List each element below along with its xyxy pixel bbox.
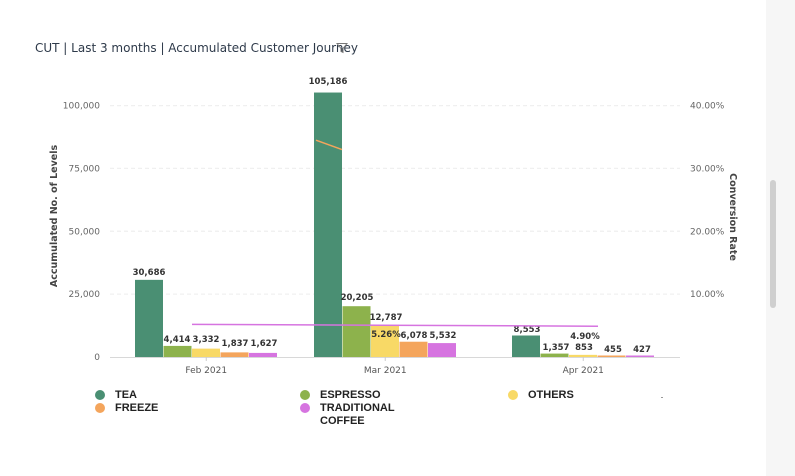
bar-others: [569, 354, 597, 357]
legend-label: FREEZE: [115, 402, 159, 414]
legend-label: TRADITIONAL COFFEE: [320, 402, 395, 427]
y2-tick-label: 40.00%: [690, 102, 725, 112]
bar-freeze: [220, 352, 249, 357]
bar-traditional-coffee: [626, 355, 654, 357]
legend-separator: [661, 397, 663, 398]
bar-tea: [314, 92, 342, 357]
bar-others: [192, 348, 220, 357]
data-label: 30,686: [133, 268, 166, 278]
data-label: 20,205: [341, 293, 374, 303]
data-label: 12,787: [370, 313, 403, 323]
legend-swatch: [300, 403, 310, 413]
scrollbar-thumb[interactable]: [770, 180, 776, 308]
conversion-line-traditional-coffee: [191, 323, 599, 327]
data-label: 427: [633, 345, 651, 355]
y-tick-label: 25,000: [69, 290, 101, 300]
data-label: 853: [575, 343, 593, 353]
bar-espresso: [540, 353, 569, 357]
data-label: 8,553: [514, 325, 541, 335]
bar-espresso: [342, 306, 371, 357]
legend-item-others[interactable]: OTHERS: [508, 389, 618, 402]
y2-axis-title: Conversion Rate: [727, 173, 738, 261]
data-label: 4,414: [164, 335, 191, 345]
data-label: 3,332: [193, 335, 220, 345]
data-label: 6,078: [401, 331, 428, 341]
bar-others: [371, 324, 399, 357]
legend-swatch: [95, 390, 105, 400]
legend-swatch: [508, 390, 518, 400]
y2-tick-label: 20.00%: [690, 227, 725, 237]
legend-swatch: [95, 403, 105, 413]
legend-item-tea[interactable]: TEA: [95, 389, 205, 402]
y-tick-label: 100,000: [63, 102, 100, 112]
data-label: 455: [604, 345, 622, 355]
bar-traditional-coffee: [249, 352, 277, 357]
data-label: 1,837: [222, 339, 249, 349]
y-tick-label: 0: [94, 353, 100, 363]
legend-swatch: [300, 390, 310, 400]
y-tick-label: 50,000: [69, 227, 101, 237]
rate-annotation: 5.26%: [371, 330, 401, 340]
legend-item-freeze[interactable]: FREEZE: [95, 402, 205, 415]
legend-item-traditional-coffee[interactable]: TRADITIONAL COFFEE: [300, 402, 410, 428]
rate-annotation: 4.90%: [570, 332, 600, 342]
y-axis-title: Accumulated No. of Levels: [49, 145, 60, 288]
legend-label: OTHERS: [528, 389, 574, 401]
data-label: 5,532: [430, 331, 457, 341]
conversion-line-tea: [315, 139, 343, 151]
data-label: 105,186: [309, 77, 348, 87]
chart-title: CUT | Last 3 months | Accumulated Custom…: [35, 41, 358, 55]
x-tick-label: Feb 2021: [185, 366, 227, 376]
bar-chart: 0 25,000 50,000 75,000 100,000 10.00% 20.00% 30…: [49, 77, 738, 376]
filter-icon[interactable]: [336, 42, 348, 54]
bar-tea: [512, 335, 540, 357]
data-label: 1,627: [251, 339, 278, 349]
legend-label: TEA: [115, 389, 137, 401]
legend-item-espresso[interactable]: ESPRESSO: [300, 389, 410, 402]
bar-traditional-coffee: [428, 343, 456, 357]
data-label: 1,357: [543, 343, 570, 353]
legend-label: ESPRESSO: [320, 389, 381, 401]
y2-tick-label: 30.00%: [690, 164, 725, 174]
x-tick-label: Apr 2021: [563, 366, 604, 376]
bar-freeze: [597, 355, 626, 357]
y-tick-label: 75,000: [69, 164, 101, 174]
bar-espresso: [163, 345, 192, 357]
bar-tea: [135, 279, 163, 357]
x-tick-label: Mar 2021: [364, 366, 407, 376]
y2-tick-label: 10.00%: [690, 290, 725, 300]
bar-freeze: [399, 341, 428, 357]
